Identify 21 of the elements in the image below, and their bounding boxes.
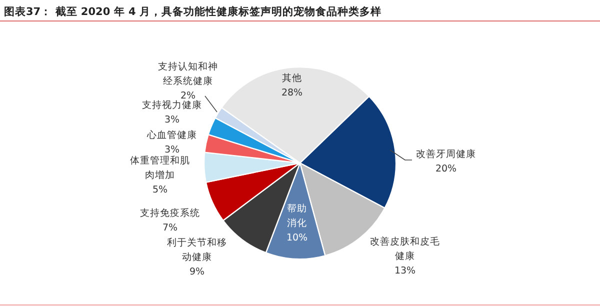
data-label: 2% — [180, 90, 196, 102]
slice-label: 支持视力健康 — [142, 98, 202, 111]
slice-label: 帮助消化 — [287, 202, 307, 229]
data-label: 20% — [435, 163, 457, 174]
slice-label: 其他 — [282, 72, 302, 84]
slice-label: 体重管理和肌肉增加 — [130, 154, 190, 181]
data-label: 3% — [164, 144, 180, 156]
slice-label: 心血管健康 — [146, 128, 197, 141]
chart-title: 图表37： 截至 2020 年 4 月，具备功能性健康标签声明的宠物食品种类多样 — [4, 5, 382, 18]
slice-label: 支持免疫系统 — [140, 206, 200, 219]
data-label: 10% — [286, 232, 308, 244]
data-label: 13% — [394, 266, 416, 276]
data-label: 5% — [152, 184, 168, 196]
data-label: 7% — [162, 222, 178, 234]
data-label: 9% — [189, 266, 205, 278]
data-label: 3% — [164, 114, 180, 126]
slice-label: 支持认知和神经系统健康 — [158, 60, 218, 87]
slice-label: 改善皮肤和皮毛健康 — [370, 236, 440, 262]
slice-label: 改善牙周健康 — [416, 148, 476, 160]
data-label: 28% — [281, 87, 303, 98]
slice-label: 利于关节和移动健康 — [167, 236, 227, 263]
